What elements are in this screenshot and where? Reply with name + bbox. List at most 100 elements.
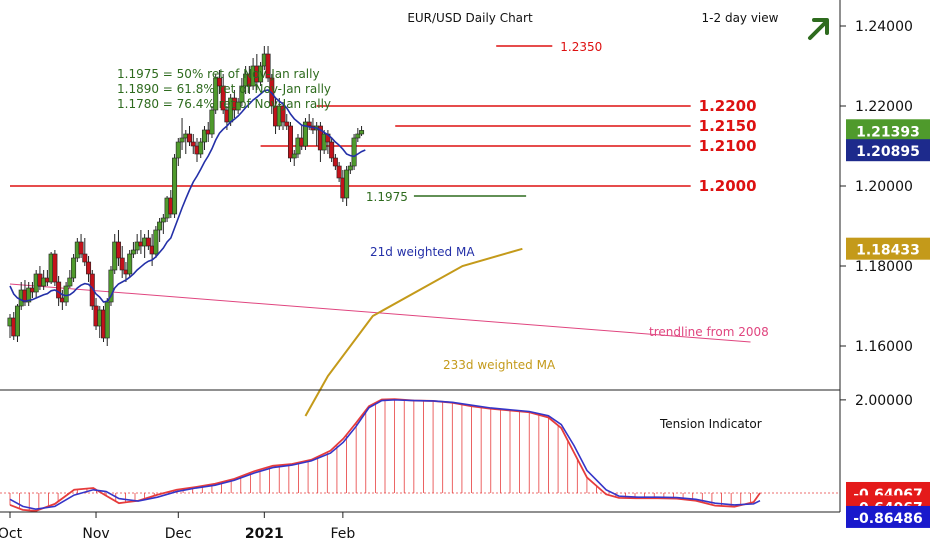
candle — [52, 250, 58, 286]
candle-body — [355, 133, 361, 139]
candle-body — [187, 133, 193, 143]
price-tag-bg — [846, 237, 930, 260]
candle-body — [108, 269, 114, 303]
candle — [108, 266, 114, 306]
price-tag-label: 1.20895 — [856, 144, 920, 160]
level-label: 1.2200 — [699, 97, 757, 115]
candle — [63, 282, 69, 306]
tension-tag-label: -0.86486 — [853, 511, 923, 527]
wma21-label: 21d weighted MA — [370, 245, 475, 259]
candle-body — [86, 261, 92, 275]
price-panel: 1.2350 1.2200 1.2150 1.2100 1.2000 1.1975 — [7, 40, 757, 417]
chart-subtitle: 1-2 day view — [702, 11, 779, 25]
candle — [332, 154, 338, 170]
candle-body — [157, 221, 163, 231]
price-tick-label: 1.22000 — [855, 99, 913, 115]
fib-line-3: 1.1780 = 76.4% ret of Nov-Jan rally — [117, 97, 331, 111]
candle-body — [179, 137, 185, 143]
candle — [190, 134, 196, 154]
wma21-line — [9, 89, 366, 303]
candle-body — [306, 121, 312, 127]
price-tag: 1.18433 — [846, 237, 930, 260]
candle — [198, 138, 204, 158]
candle — [216, 70, 222, 94]
candle-body — [82, 253, 88, 263]
level-label: 1.1975 — [366, 190, 408, 204]
tension-title: Tension Indicator — [659, 417, 762, 431]
candle-body — [280, 105, 286, 123]
candle-body — [172, 157, 178, 215]
candle — [71, 254, 77, 282]
tension-tag-bg — [846, 505, 930, 528]
candle-body — [153, 229, 159, 255]
candle-body — [26, 287, 32, 303]
candle — [209, 106, 215, 138]
fib-line-2: 1.1890 = 61.8% ret of Nov-Jan rally — [117, 82, 331, 96]
candle-body — [14, 305, 20, 337]
candle-body — [127, 253, 133, 275]
trendline-label: trendline from 2008 — [649, 325, 769, 339]
candle — [201, 126, 207, 150]
price-tick-label: 1.16000 — [855, 339, 913, 355]
candle — [160, 214, 166, 234]
candle — [344, 166, 350, 206]
candle — [359, 126, 365, 136]
candle-body — [265, 53, 271, 79]
tension-histogram — [9, 399, 761, 511]
trendline-2008 — [9, 283, 751, 343]
candle — [14, 304, 20, 342]
time-tick-label: Oct — [0, 526, 23, 542]
candle-body — [235, 101, 241, 111]
level-label: 1.2100 — [699, 137, 757, 155]
candle — [153, 226, 159, 258]
candle-body — [287, 125, 293, 159]
candle-body — [329, 141, 335, 159]
candle-body — [56, 281, 62, 299]
candle-body — [344, 169, 350, 199]
tension-red-line — [9, 398, 761, 512]
candle — [355, 128, 361, 142]
candle — [26, 282, 32, 306]
price-tick-label: 1.18000 — [855, 259, 913, 275]
price-tag-label: 1.18433 — [856, 243, 920, 259]
candle-body — [347, 165, 353, 171]
price-tag: 1.20895 — [846, 139, 930, 162]
candle — [258, 62, 264, 86]
tension-tick-label: 2.00000 — [855, 393, 913, 409]
candle — [187, 126, 193, 146]
price-tag-bg — [846, 119, 930, 142]
time-tick-label: Dec — [165, 526, 192, 542]
candle-body — [160, 217, 166, 223]
time-tick-label: Nov — [82, 526, 109, 542]
candle-body — [302, 121, 308, 147]
price-tag-label: 1.21393 — [856, 124, 920, 140]
candle-body — [201, 129, 207, 143]
candle — [280, 102, 286, 130]
candle-body — [209, 109, 215, 135]
candle — [347, 162, 353, 174]
candle-body — [332, 157, 338, 167]
candle — [115, 230, 121, 266]
candle-body — [351, 137, 357, 167]
level-label: 1.2150 — [699, 117, 757, 135]
candle-body — [104, 301, 110, 339]
candle — [82, 238, 88, 266]
candle — [265, 46, 271, 82]
candle — [119, 246, 125, 278]
candle — [86, 256, 92, 282]
candle — [284, 114, 290, 130]
candle-body — [119, 257, 125, 271]
candle — [336, 162, 342, 182]
tension-blue-line — [9, 399, 761, 510]
candle-body — [213, 77, 219, 111]
candle — [287, 122, 293, 162]
wma233-line — [304, 247, 523, 417]
time-tick-label: 2021 — [245, 526, 284, 542]
candle-body — [284, 121, 290, 127]
level-label: 1.2000 — [699, 177, 757, 195]
candle — [89, 270, 95, 310]
candle-body — [78, 241, 84, 255]
level-label: 1.2350 — [560, 40, 602, 54]
